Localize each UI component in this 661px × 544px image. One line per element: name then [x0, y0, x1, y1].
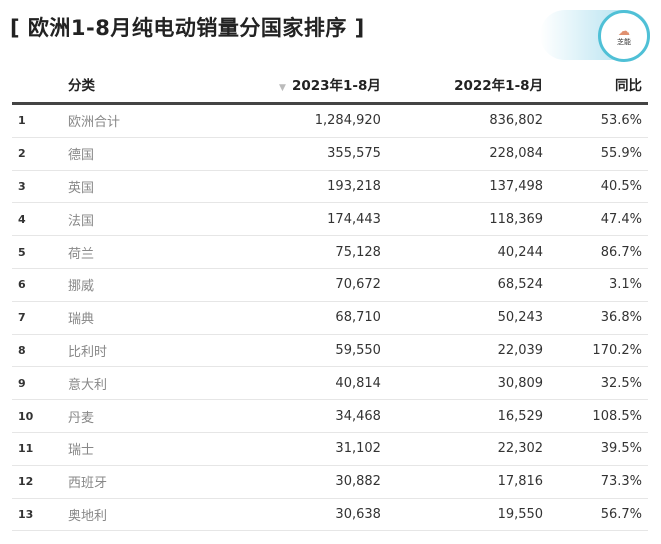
- logo-text: 芝能: [617, 38, 631, 46]
- cell-country: 瑞典: [62, 301, 204, 335]
- cell-sales-2022: 17,816: [386, 465, 550, 499]
- cell-country: 意大利: [62, 366, 204, 401]
- cell-rank: 8: [12, 334, 62, 368]
- cell-sales-2023: 193,218: [204, 170, 387, 204]
- cell-sales-2023: 355,575: [204, 137, 387, 171]
- cell-country: 比利时: [62, 334, 204, 368]
- col-yoy[interactable]: 同比: [549, 66, 648, 105]
- table-row: 6 挪威 70,672 68,524 3.1%: [12, 268, 648, 302]
- cell-yoy: 86.7%: [549, 235, 648, 269]
- cloud-icon: ☁: [618, 24, 630, 38]
- cell-sales-2022: 19,550: [386, 498, 550, 532]
- cell-yoy: 39.5%: [549, 432, 648, 466]
- triangle-down-icon: ▼: [279, 83, 286, 93]
- cell-yoy: 56.7%: [549, 498, 648, 532]
- cell-sales-2023: 30,882: [204, 465, 387, 499]
- cell-sales-2023: 59,550: [204, 334, 387, 368]
- table-row: 7 瑞典 68,710 50,243 36.8%: [12, 301, 648, 335]
- cell-sales-2023: 1,284,920: [204, 103, 387, 138]
- cell-sales-2022: 836,802: [386, 103, 550, 138]
- cell-sales-2022: 22,039: [386, 334, 550, 368]
- cell-sales-2022: 16,529: [386, 399, 550, 433]
- cell-rank: 6: [12, 268, 62, 302]
- cell-sales-2023: 40,814: [204, 366, 387, 401]
- cell-sales-2022: 22,302: [386, 432, 550, 466]
- cell-rank: 5: [12, 235, 62, 269]
- cell-sales-2022: 68,524: [386, 268, 550, 302]
- cell-sales-2022: 30,809: [386, 366, 550, 401]
- cell-rank: 9: [12, 366, 62, 401]
- cell-rank: 1: [12, 103, 62, 138]
- cell-sales-2022: 50,243: [386, 301, 550, 335]
- cell-sales-2023: 31,102: [204, 432, 387, 466]
- table-row: 11 瑞士 31,102 22,302 39.5%: [12, 432, 648, 466]
- cell-rank: 2: [12, 137, 62, 171]
- table-row: 8 比利时 59,550 22,039 170.2%: [12, 334, 648, 368]
- table-row: 12 西班牙 30,882 17,816 73.3%: [12, 465, 648, 499]
- cell-rank: 13: [12, 498, 62, 532]
- cell-country: 德国: [62, 137, 204, 171]
- table-row: 13 奥地利 30,638 19,550 56.7%: [12, 498, 648, 532]
- table-row: 3 英国 193,218 137,498 40.5%: [12, 170, 648, 204]
- cell-rank: 12: [12, 465, 62, 499]
- table-row: 5 荷兰 75,128 40,244 86.7%: [12, 235, 648, 269]
- cell-yoy: 108.5%: [549, 399, 648, 433]
- page-title: [ 欧洲1-8月纯电动销量分国家排序 ]: [10, 16, 365, 40]
- sales-table: 分类 ▼ 2023年1-8月 2022年1-8月 同比 1 欧洲合计 1,284,92…: [12, 66, 648, 532]
- cell-country: 挪威: [62, 268, 204, 302]
- cell-sales-2023: 75,128: [204, 235, 387, 269]
- table-row: 4 法国 174,443 118,369 47.4%: [12, 202, 648, 237]
- col-rank: [12, 66, 62, 105]
- cell-yoy: 53.6%: [549, 103, 648, 138]
- cell-sales-2023: 70,672: [204, 268, 387, 302]
- cell-rank: 10: [12, 399, 62, 433]
- cell-rank: 7: [12, 301, 62, 335]
- cell-sales-2022: 137,498: [386, 170, 550, 204]
- cell-sales-2023: 34,468: [204, 399, 387, 433]
- table-row: 9 意大利 40,814 30,809 32.5%: [12, 366, 648, 401]
- cell-country: 瑞士: [62, 432, 204, 466]
- table-header: 分类 ▼ 2023年1-8月 2022年1-8月 同比: [12, 66, 648, 105]
- cell-country: 法国: [62, 202, 204, 237]
- cell-country: 欧洲合计: [62, 103, 204, 138]
- cell-yoy: 47.4%: [549, 202, 648, 237]
- table-row: 10 丹麦 34,468 16,529 108.5%: [12, 399, 648, 433]
- cell-sales-2022: 40,244: [386, 235, 550, 269]
- cell-country: 荷兰: [62, 235, 204, 269]
- cell-sales-2023: 174,443: [204, 202, 387, 237]
- cell-yoy: 73.3%: [549, 465, 648, 499]
- table-row: 1 欧洲合计 1,284,920 836,802 53.6%: [12, 103, 648, 138]
- cell-sales-2023: 30,638: [204, 498, 387, 532]
- col-2023[interactable]: ▼ 2023年1-8月: [204, 66, 387, 105]
- cell-yoy: 55.9%: [549, 137, 648, 171]
- logo: ☁ 芝能: [598, 10, 650, 62]
- cell-yoy: 40.5%: [549, 170, 648, 204]
- cell-country: 丹麦: [62, 399, 204, 433]
- col-2022[interactable]: 2022年1-8月: [386, 66, 550, 105]
- cell-country: 奥地利: [62, 498, 204, 532]
- table-row: 2 德国 355,575 228,084 55.9%: [12, 137, 648, 171]
- cell-yoy: 170.2%: [549, 334, 648, 368]
- col-2023-label: 2023年1-8月: [291, 78, 381, 94]
- cell-yoy: 36.8%: [549, 301, 648, 335]
- cell-yoy: 32.5%: [549, 366, 648, 401]
- cell-yoy: 3.1%: [549, 268, 648, 302]
- cell-rank: 11: [12, 432, 62, 466]
- cell-rank: 4: [12, 202, 62, 237]
- cell-sales-2023: 68,710: [204, 301, 387, 335]
- logo-badge: ☁ 芝能: [540, 10, 650, 62]
- cell-country: 英国: [62, 170, 204, 204]
- cell-country: 西班牙: [62, 465, 204, 499]
- col-category[interactable]: 分类: [62, 66, 204, 105]
- cell-sales-2022: 118,369: [386, 202, 550, 237]
- cell-sales-2022: 228,084: [386, 137, 550, 171]
- cell-rank: 3: [12, 170, 62, 204]
